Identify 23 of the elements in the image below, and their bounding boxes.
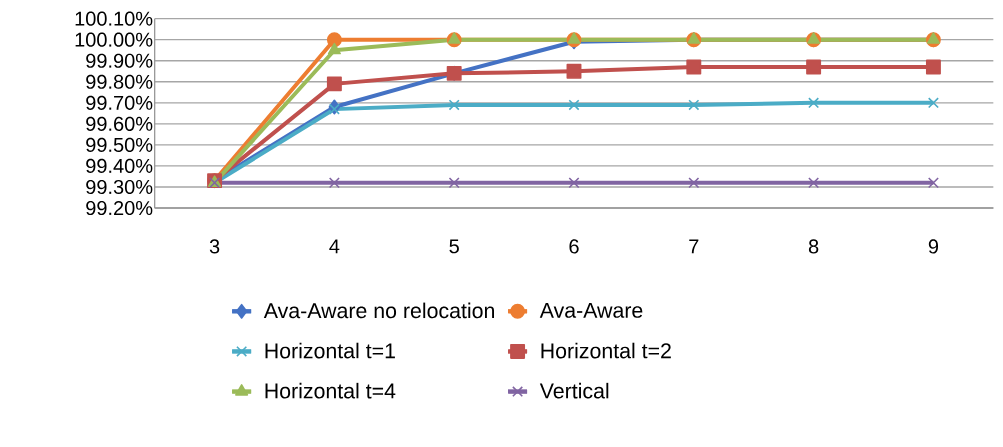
x-tick-label: 4 <box>329 239 340 254</box>
y-tick-label: 99.80% <box>86 74 153 89</box>
legend-label: Horizontal t=1 <box>265 342 395 359</box>
x-tick-label: 8 <box>808 239 819 254</box>
y-tick-label: 99.30% <box>86 179 153 195</box>
y-tick-label: 99.40% <box>86 158 153 173</box>
x-tick-label: 9 <box>928 239 939 254</box>
legend-label: Horizontal t=4 <box>265 382 396 399</box>
x-tick-label: 7 <box>689 239 699 254</box>
y-tick-label: 99.20% <box>86 200 153 216</box>
legend-label: Vertical <box>539 382 609 399</box>
legend-label: Ava-Aware no relocation <box>263 302 494 319</box>
y-tick-label: 100.00% <box>75 32 153 47</box>
y-tick-label: 99.60% <box>86 116 153 131</box>
y-tick-label: 100.10% <box>75 11 153 26</box>
y-tick-label: 99.90% <box>86 53 153 68</box>
legend-label: Ava-Aware <box>539 302 643 318</box>
legend-label: Horizontal t=2 <box>541 342 671 359</box>
y-tick-label: 99.70% <box>86 95 153 110</box>
y-tick-label: 99.50% <box>86 137 153 152</box>
x-tick-label: 5 <box>449 239 459 254</box>
x-tick-label: 6 <box>569 239 579 254</box>
x-tick-label: 3 <box>209 239 220 254</box>
